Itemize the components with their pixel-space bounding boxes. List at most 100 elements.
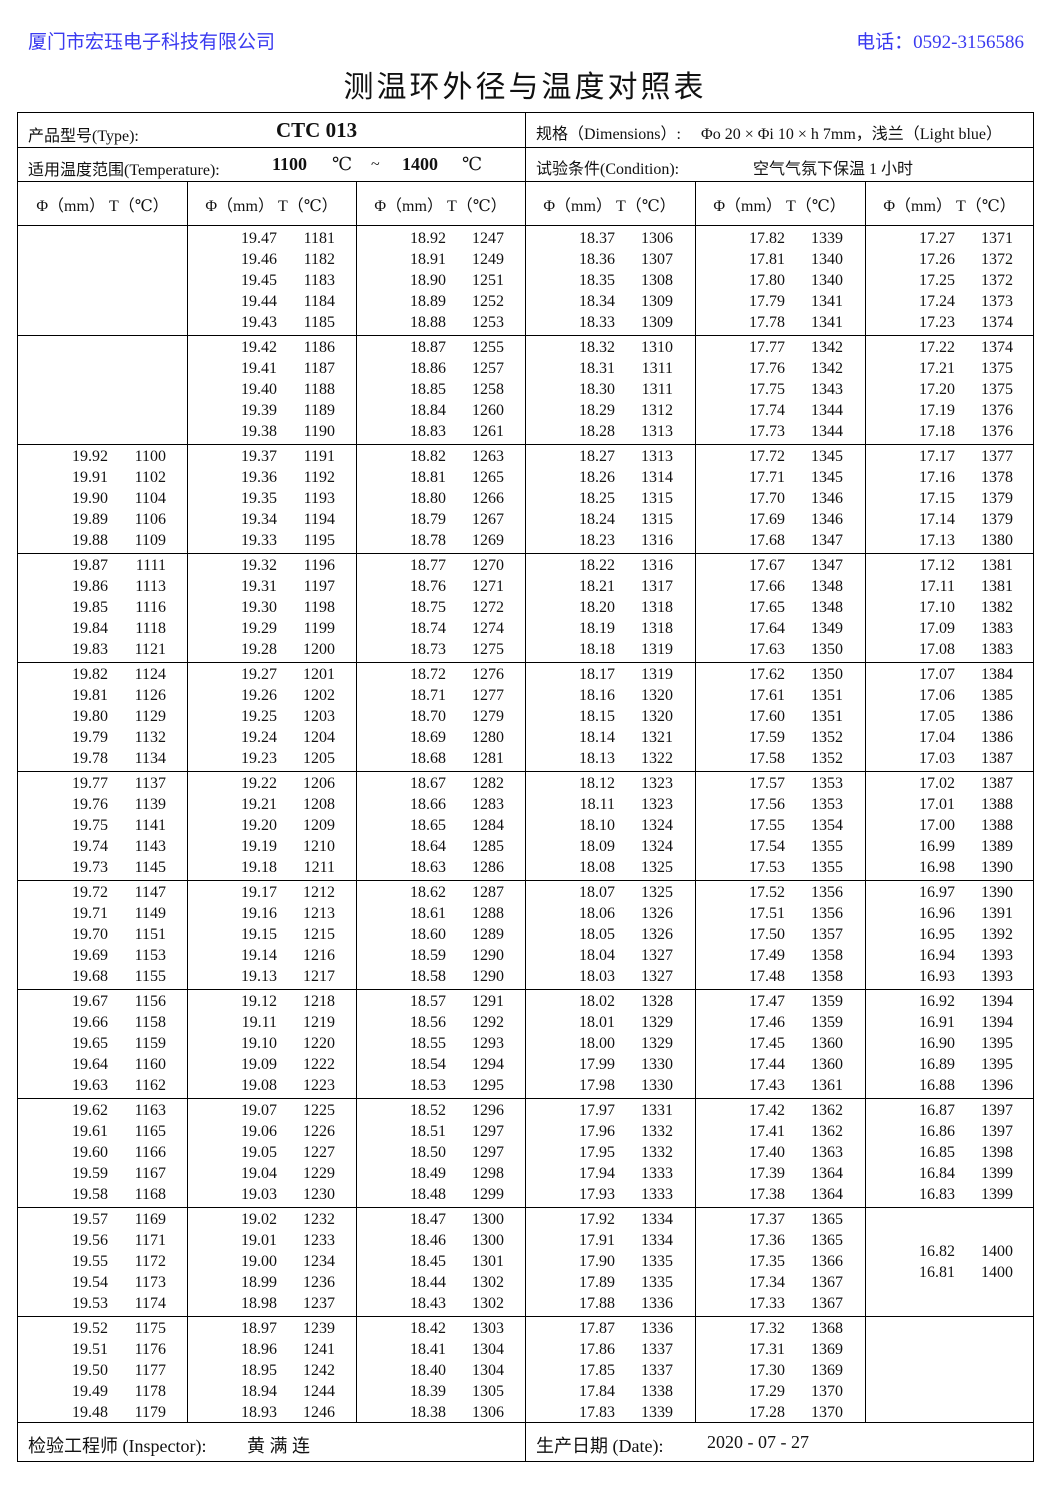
temperature-value: 1227: [303, 1144, 335, 1161]
temperature-value: 1320: [641, 687, 673, 704]
diameter-value: 17.72: [749, 448, 785, 465]
temperature-value: 1186: [303, 339, 335, 356]
diameter-value: 17.27: [919, 230, 955, 247]
column-header: Φ（mm） T（℃）: [374, 198, 507, 215]
table-row: 16.89 1395: [865, 1054, 1034, 1075]
temperature-value: 1338: [641, 1383, 673, 1400]
table-row: 18.08 1325: [525, 857, 694, 878]
table-row: 19.38 1190: [187, 421, 356, 442]
table-row: 19.21 1208: [187, 794, 356, 815]
temperature-value: 1205: [303, 750, 335, 767]
table-row: 17.38 1364: [695, 1184, 864, 1205]
temperature-value: 1318: [641, 599, 673, 616]
temperature-value: 1378: [981, 469, 1013, 486]
table-block: 18.97 1239 18.96 1241 18.95 1242 18.94 1244 18.9…: [187, 1316, 356, 1425]
table-row: 16.87 1397: [865, 1100, 1034, 1121]
diameter-value: 17.74: [749, 402, 785, 419]
table-row: 18.34 1309: [525, 291, 694, 312]
temperature-value: 1366: [811, 1253, 843, 1270]
temperature-value: 1394: [981, 993, 1013, 1010]
diameter-value: 18.57: [410, 993, 446, 1010]
diameter-value: 19.30: [241, 599, 277, 616]
diameter-value: 17.84: [579, 1383, 615, 1400]
table-row: 18.22 1316: [525, 555, 694, 576]
table-row: 17.48 1358: [695, 966, 864, 987]
table-row: 18.95 1242: [187, 1360, 356, 1381]
diameter-value: 19.05: [241, 1144, 277, 1161]
diameter-value: 18.96: [241, 1341, 277, 1358]
diameter-value: 19.78: [72, 750, 108, 767]
temperature-value: 1239: [303, 1320, 335, 1337]
table-row: 19.24 1204: [187, 727, 356, 748]
diameter-value: 18.73: [410, 641, 446, 658]
temperature-value: 1370: [811, 1383, 843, 1400]
table-row: 19.63 1162: [18, 1075, 187, 1096]
column-header: Φ（mm） T（℃）: [713, 198, 846, 215]
temperature-value: 1230: [303, 1186, 335, 1203]
table-row: 18.93 1246: [187, 1402, 356, 1423]
diameter-value: 16.92: [919, 993, 955, 1010]
diameter-value: 17.71: [749, 469, 785, 486]
diameter-value: 18.99: [241, 1274, 277, 1291]
table-row: 19.48 1179: [18, 1402, 187, 1423]
temperature-value: 1177: [134, 1362, 166, 1379]
table-row: 18.01 1329: [525, 1012, 694, 1033]
temperature-value: 1271: [472, 578, 504, 595]
diameter-value: 18.90: [410, 272, 446, 289]
diameter-value: 18.68: [410, 750, 446, 767]
diameter-value: 18.81: [410, 469, 446, 486]
diameter-value: 18.50: [410, 1144, 446, 1161]
diameter-value: 17.50: [749, 926, 785, 943]
table-block: 18.77 1270 18.76 1271 18.75 1272 18.74 1274 18.7…: [356, 553, 525, 662]
table-row: 18.83 1261: [356, 421, 525, 442]
temperature-value: 1290: [472, 947, 504, 964]
table-block: 18.12 1323 18.11 1323 18.10 1324 18.09 1324 18.0…: [525, 771, 694, 880]
table-row: 19.33 1195: [187, 530, 356, 551]
table-row: 16.93 1393: [865, 966, 1034, 987]
phone-number: 电话：0592-3156586: [856, 32, 1024, 53]
temperature-value: 1364: [811, 1165, 843, 1182]
table-row: 19.03 1230: [187, 1184, 356, 1205]
temperature-value: 1351: [811, 708, 843, 725]
temperature-value: 1376: [981, 423, 1013, 440]
table-row: 17.68 1347: [695, 530, 864, 551]
table-row: 19.29 1199: [187, 618, 356, 639]
table-row: 17.80 1340: [695, 270, 864, 291]
table-row: 17.43 1361: [695, 1075, 864, 1096]
table-row: 19.72 1147: [18, 882, 187, 903]
temperature-value: 1322: [641, 750, 673, 767]
table-row: 18.21 1317: [525, 576, 694, 597]
diameter-value: 18.54: [410, 1056, 446, 1073]
temperature-value: 1347: [811, 532, 843, 549]
diameter-value: 17.22: [919, 339, 955, 356]
table-block: 18.37 1306 18.36 1307 18.35 1308 18.34 1309 18.3…: [525, 226, 694, 335]
temperature-value: 1219: [303, 1014, 335, 1031]
table-row: 17.25 1372: [865, 270, 1034, 291]
diameter-value: 17.38: [749, 1186, 785, 1203]
temperature-value: 1399: [981, 1186, 1013, 1203]
diameter-value: 17.96: [579, 1123, 615, 1140]
table-block: 18.72 1276 18.71 1277 18.70 1279 18.69 1280 18.6…: [356, 662, 525, 771]
temperature-value: 1153: [134, 947, 166, 964]
diameter-value: 19.89: [72, 511, 108, 528]
temperature-value: 1270: [472, 557, 504, 574]
temperature-value: 1348: [811, 599, 843, 616]
temperature-value: 1290: [472, 968, 504, 985]
diameter-value: 19.85: [72, 599, 108, 616]
diameter-value: 18.53: [410, 1077, 446, 1094]
diameter-value: 18.23: [579, 532, 615, 549]
table-row: 19.16 1213: [187, 903, 356, 924]
temperature-value: 1331: [641, 1102, 673, 1119]
diameter-value: 17.90: [579, 1253, 615, 1270]
diameter-value: 19.60: [72, 1144, 108, 1161]
temperature-value: 1392: [981, 926, 1013, 943]
diameter-value: 17.85: [579, 1362, 615, 1379]
diameter-value: 18.09: [579, 838, 615, 855]
diameter-value: 19.26: [241, 687, 277, 704]
diameter-value: 18.64: [410, 838, 446, 855]
table-row: 17.55 1354: [695, 815, 864, 836]
diameter-value: 19.08: [241, 1077, 277, 1094]
table-row: 18.47 1300: [356, 1209, 525, 1230]
table-row: 18.77 1270: [356, 555, 525, 576]
diameter-value: 17.41: [749, 1123, 785, 1140]
